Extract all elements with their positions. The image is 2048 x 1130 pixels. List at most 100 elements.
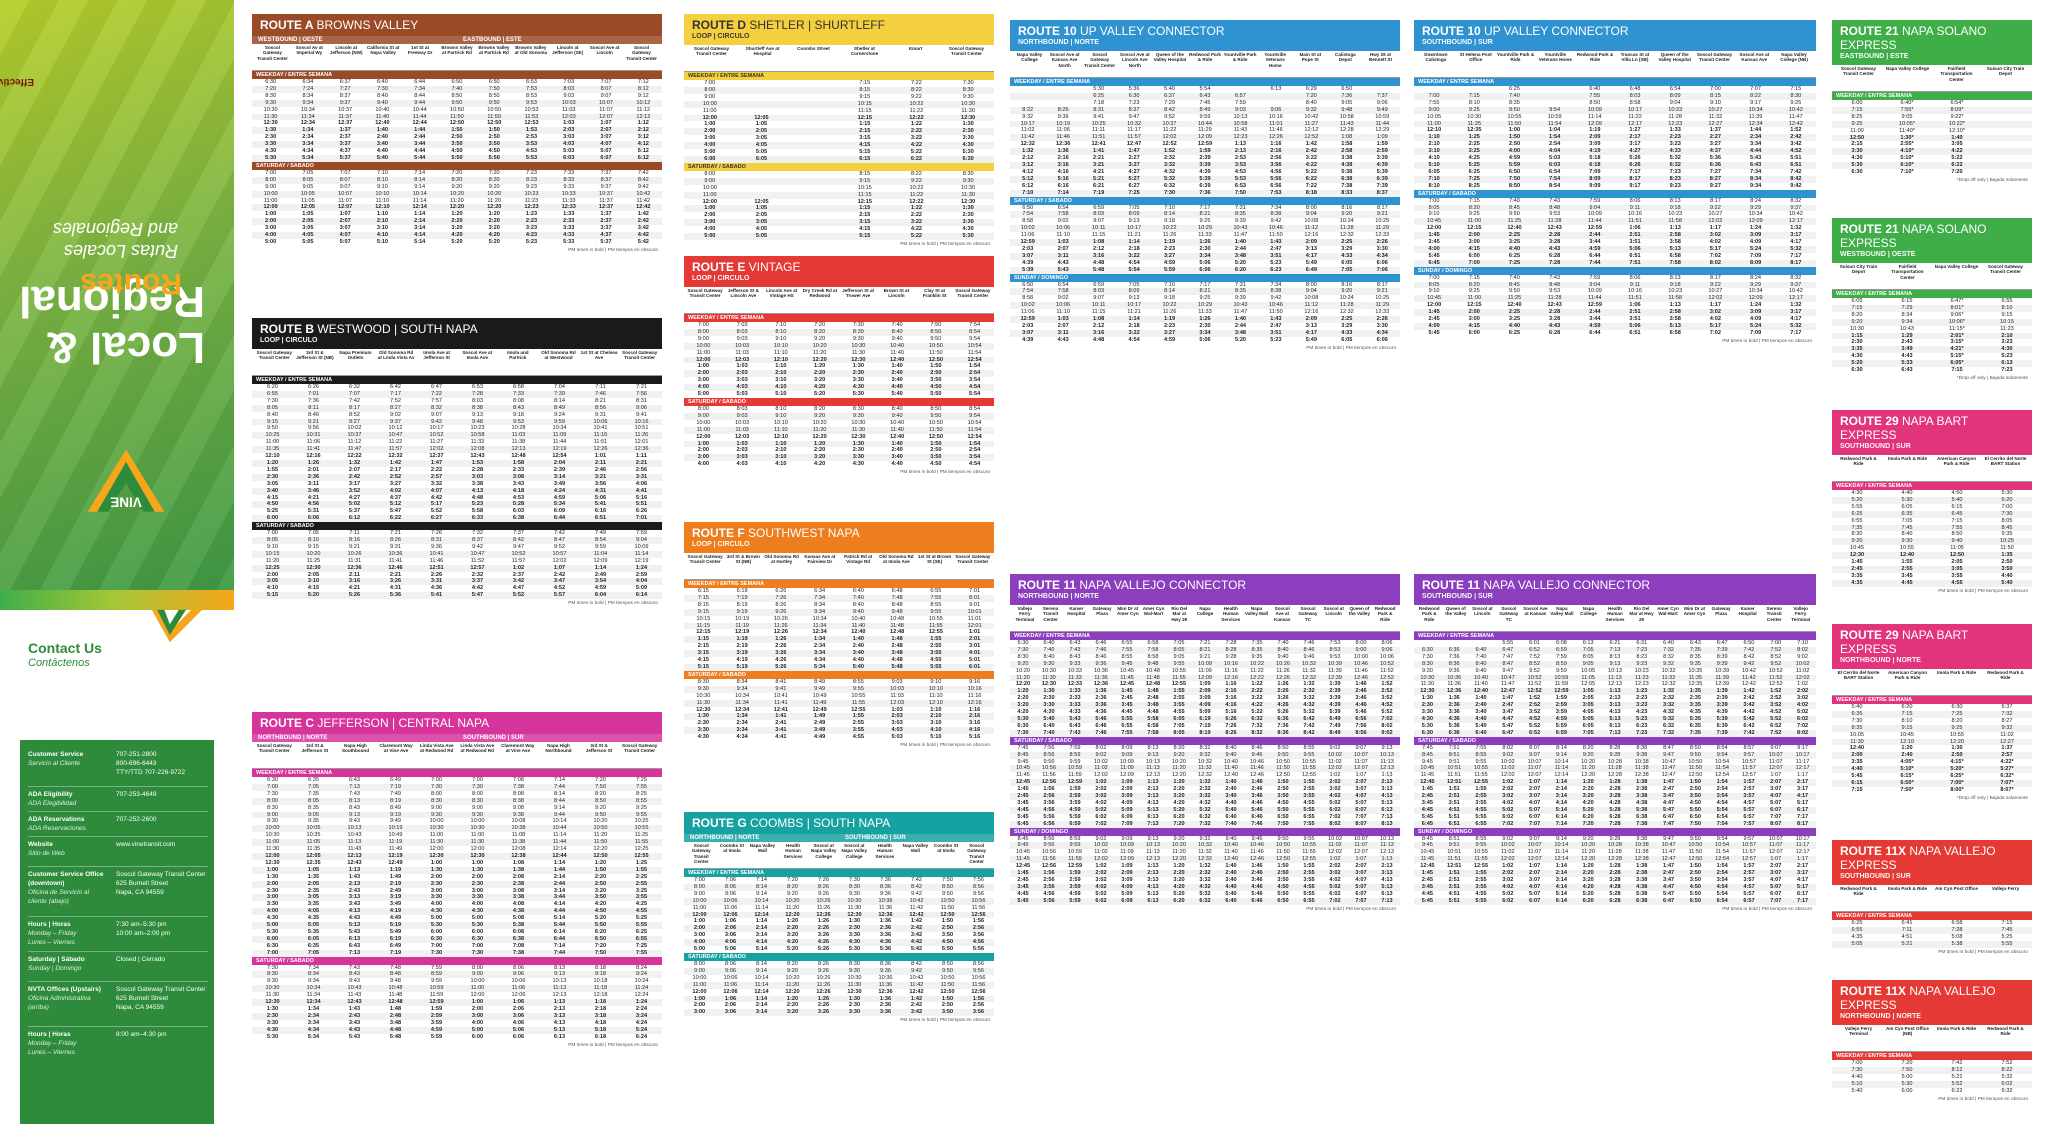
time-cell: 12:47: [1655, 856, 1682, 864]
time-cell: 12:50: [1276, 772, 1290, 779]
table-row: 1:00 1:03 1:10 1:20 1:30 1:40 1:50 1:54: [684, 363, 994, 370]
stop-name: Kmart: [908, 46, 923, 51]
time-cell: 10:20: [293, 550, 334, 558]
time-cell: 2:30: [1414, 702, 1441, 710]
time-cell: 8:11: [293, 404, 334, 412]
time-cell: [1982, 141, 2032, 148]
time-cell: 10:53: [524, 106, 539, 113]
time-cell: 2:50: [1508, 141, 1521, 148]
time-cell: 8:15: [859, 170, 871, 177]
time-cell: 8:53: [1322, 646, 1348, 654]
time-cell: 11:40: [1474, 681, 1488, 688]
table-row: 12:30 12:40 12:50 1:35: [1832, 552, 2032, 560]
table-row: 5:00 5:05 5:07 5:10 5:14 5:20 5:20 5:23 5:33 5:37…: [252, 239, 662, 246]
time-cell: 1:43: [348, 1006, 361, 1012]
stop-name: Gateway Plaza: [1711, 606, 1731, 617]
time-cell: 10:20: [1172, 758, 1186, 765]
time-cell: 12:40: [1849, 745, 1865, 752]
time-cell: 8:02: [1695, 259, 1736, 267]
time-cell: 2:36: [1440, 702, 1468, 710]
time-cell: 11:56: [963, 981, 994, 989]
time-cell: 8:37: [339, 92, 351, 99]
time-cell: 9:16: [969, 678, 981, 685]
stop-name: Vallejo Ferry Terminal: [1844, 1026, 1873, 1037]
time-cell: 8:49: [539, 404, 580, 412]
time-cell: 10:30: [942, 100, 994, 108]
time-cell: 9:15: [684, 608, 723, 616]
time-cell: 10:22*: [1932, 120, 1982, 128]
time-cell: 9:04: [621, 537, 662, 544]
time-cell: 9:10: [1428, 211, 1440, 218]
time-cell: 5:13: [1147, 890, 1159, 897]
time-cell: 1:56: [972, 918, 985, 925]
time-cell: 7:54: [969, 322, 981, 328]
time-cell: 8:49: [1322, 729, 1348, 737]
time-cell: 8:55: [1303, 744, 1315, 751]
time-cell: 9:56: [973, 890, 984, 897]
time-cell: 7:17: [375, 390, 416, 398]
time-cell: 12:56: [1041, 863, 1057, 870]
schedule-route11xs: ROUTE 11X NAPA VALLEJO EXPRESS SOUTHBOUND…: [1832, 840, 2032, 970]
time-cell: 8:14: [1151, 288, 1188, 296]
time-cell: 6:30: [266, 942, 279, 949]
table-row: 3:30 3:35 3:43 3:49 4:00 4:00 4:08 4:14 4:20 4:25: [252, 901, 662, 908]
time-cell: 4:52: [1770, 709, 1782, 716]
time-cell: 4:56: [1043, 890, 1055, 897]
time-cell: 12:19: [375, 852, 416, 860]
time-cell: 12:59: [1062, 779, 1088, 787]
time-cell: 7:10: [376, 169, 388, 176]
time-cell: 10:42: [624, 190, 662, 198]
time-cell: 5:38: [1628, 806, 1656, 814]
time-cell: 8:50: [451, 92, 463, 99]
time-cell: 2:42: [910, 1002, 923, 1009]
time-cell: 4:03: [736, 461, 748, 468]
route-header: ROUTE 11X NAPA VALLEJO EXPRESS NORTHBOUND…: [1832, 980, 2032, 1025]
time-cell: 5:02: [1329, 799, 1341, 806]
time-cell: 4:43: [1057, 259, 1069, 266]
time-cell: 11:46: [1354, 667, 1368, 674]
time-cell: 2:34: [302, 134, 314, 141]
route-header: ROUTE A BROWNS VALLEY: [252, 14, 662, 36]
time-cell: 3:30: [1376, 245, 1388, 252]
time-cell: 12:28: [1601, 856, 1629, 864]
time-cell: 10:23: [512, 190, 551, 198]
time-cell: 6:54: [1669, 86, 1681, 92]
time-cell: 3:20: [814, 377, 826, 384]
time-cell: 11:20: [1581, 849, 1595, 856]
time-cell: 12:13: [1146, 772, 1160, 779]
table-row: 5:00 5:03 5:10 5:20 5:30 5:40 5:50 5:54: [684, 391, 994, 398]
time-cell: 9:32: [1655, 660, 1682, 668]
time-cell: 1:58: [498, 459, 539, 467]
time-cell: 3:55: [1467, 883, 1495, 891]
time-cell: 6:01: [1529, 640, 1541, 646]
time-cell: 2:00: [1454, 232, 1495, 240]
time-cell: 5:22: [1251, 709, 1263, 716]
time-cell: 5:28: [1601, 806, 1629, 814]
time-cell: 12:36: [878, 988, 893, 995]
time-cell: 1:45: [1010, 870, 1036, 877]
time-cell: 10:32: [1296, 660, 1322, 668]
time-cell: 3:38: [1636, 877, 1648, 883]
contact-value[interactable]: www.vinetransit.com: [116, 841, 176, 848]
table-row: 10:45 10:51 10:55 11:02 11:07 11:14 11:20 11:28…: [1414, 849, 1816, 856]
time-cell: 6:06: [1187, 266, 1223, 274]
time-cell: 7:02: [1374, 715, 1400, 723]
weekday-times-table: 5:40 6:20 6:30 6:37 6:35 7:15 7:25 7:32 7:30 8:10…: [1832, 704, 2032, 794]
time-cell: 5:55: [916, 663, 956, 671]
time-cell: 4:31: [389, 585, 402, 592]
time-cell: 1:50: [475, 127, 513, 135]
time-cell: 11:09: [1114, 765, 1140, 773]
time-cell: 11:51: [1447, 772, 1461, 779]
time-cell: 1:30: [852, 363, 864, 370]
table-row: 5:55 6:05 6:15 7:00: [1832, 504, 2032, 511]
time-cell: 9:05: [1173, 653, 1185, 660]
time-cell: 5:54: [1716, 890, 1728, 897]
time-cell: 9:35: [308, 818, 319, 825]
time-cell: 6:44: [1589, 252, 1601, 259]
time-cell: 5:20*: [1932, 766, 1982, 774]
time-cell: 1:00: [684, 205, 736, 213]
time-cell: 4:03: [877, 727, 917, 735]
time-cell: 5:23: [2001, 353, 2013, 360]
time-cell: 5:52: [1528, 722, 1541, 729]
time-cell: 4:43: [1534, 245, 1575, 253]
